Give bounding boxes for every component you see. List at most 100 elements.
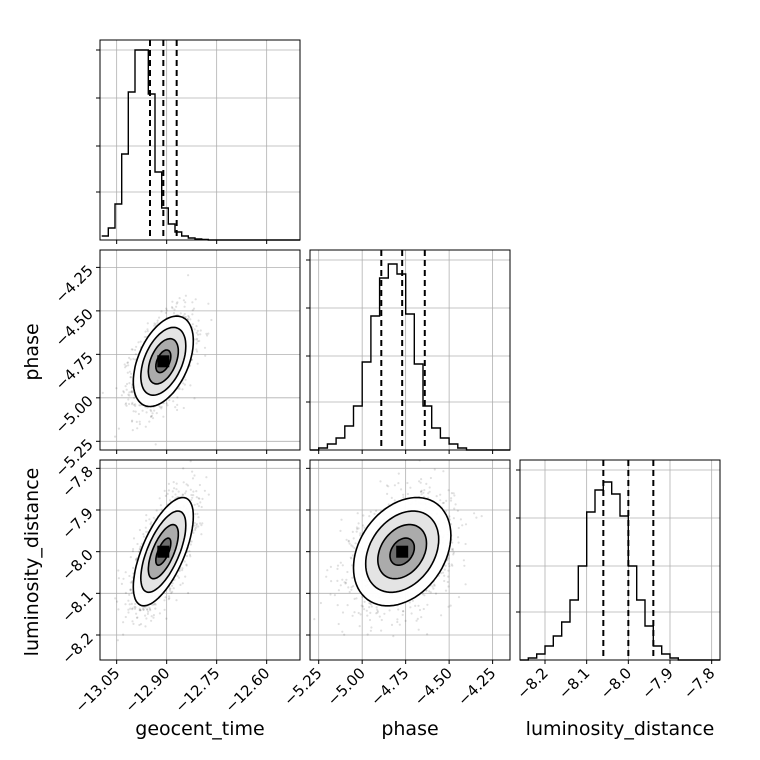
scatter-point [447, 557, 450, 560]
scatter-point [188, 553, 192, 556]
x-tick-label: −4.75 [367, 664, 412, 709]
scatter-point [132, 403, 135, 406]
scatter-point [146, 330, 149, 333]
scatter-point [451, 549, 455, 552]
scatter-point [357, 611, 360, 615]
scatter-point [356, 527, 359, 531]
scatter-point [184, 575, 187, 578]
scatter-point [205, 476, 208, 479]
scatter-point [195, 526, 198, 529]
scatter-point [357, 522, 360, 525]
scatter-point [442, 501, 445, 504]
scatter-point [365, 609, 368, 612]
scatter-point [124, 385, 127, 388]
scatter-point [178, 297, 181, 300]
scatter-point [131, 620, 134, 623]
scatter-point [350, 586, 353, 589]
scatter-point [198, 339, 201, 343]
scatter-point [138, 623, 141, 627]
density-peak [157, 545, 170, 558]
scatter-point [370, 603, 373, 606]
x-tick-label: −13.05 [72, 664, 124, 716]
axes-frame [309, 459, 511, 661]
scatter-point [392, 635, 395, 638]
scatter-point [166, 404, 169, 407]
scatter-point [146, 612, 149, 616]
scatter-point [193, 521, 196, 525]
scatter-point [175, 305, 178, 308]
scatter-point [154, 323, 157, 326]
scatter-point [176, 574, 179, 578]
scatter-point [182, 314, 185, 317]
scatter-point [456, 509, 459, 512]
scatter-point [431, 585, 434, 588]
scatter-point [441, 502, 444, 505]
scatter-point [124, 403, 127, 406]
scatter-point [175, 488, 178, 491]
scatter-point [165, 307, 168, 310]
scatter-point [451, 541, 454, 544]
y-tick-label: −4.25 [52, 261, 97, 306]
scatter-point [168, 399, 171, 402]
scatter-point [184, 301, 187, 304]
histogram-steps [310, 263, 510, 451]
scatter-point [447, 562, 450, 565]
scatter-point [195, 331, 198, 334]
scatter-point [135, 612, 138, 615]
scatter-point [441, 571, 445, 574]
scatter-point [130, 372, 133, 375]
scatter-point [175, 302, 178, 305]
axes-frame [309, 249, 511, 451]
scatter-point [130, 390, 133, 393]
scatter-point [355, 530, 358, 533]
scatter-point [164, 311, 167, 314]
scatter-point [160, 407, 163, 410]
scatter-point [190, 498, 193, 502]
scatter-point [171, 495, 174, 498]
scatter-point [153, 322, 156, 325]
scatter-point [184, 378, 187, 381]
scatter-point [397, 472, 400, 475]
scatter-point [353, 597, 356, 601]
scatter-point [432, 587, 435, 590]
scatter-point [445, 510, 448, 513]
scatter-point [419, 481, 422, 484]
ylabel-phase: phase [21, 323, 43, 380]
scatter-point [459, 518, 462, 521]
scatter-point [129, 588, 132, 591]
scatter-point [387, 485, 390, 488]
scatter-point [447, 605, 450, 608]
scatter-point [195, 490, 198, 493]
axis-labels: geocent_time phase luminosity_distance p… [21, 323, 714, 740]
scatter-point [171, 300, 174, 303]
scatter-point [207, 302, 210, 305]
scatter-point [134, 403, 137, 406]
scatter-point [131, 419, 134, 422]
x-tick-label: −7.9 [638, 664, 676, 702]
scatter-point [162, 415, 165, 418]
scatter-point [148, 420, 151, 423]
scatter-point [169, 587, 172, 590]
scatter-point [348, 542, 351, 545]
scatter-point [183, 305, 186, 308]
scatter-point [135, 616, 139, 619]
scatter-point [129, 376, 133, 379]
scatter-point [134, 404, 137, 408]
scatter-point [480, 515, 483, 518]
scatter-point [196, 333, 200, 336]
scatter-point [358, 625, 361, 628]
scatter-point [360, 604, 363, 607]
scatter-point [130, 389, 133, 392]
scatter-point [144, 425, 147, 428]
scatter-point [131, 348, 134, 351]
scatter-point [193, 328, 196, 331]
scatter-point [184, 492, 187, 495]
scatter-point [449, 499, 453, 502]
scatter-point [133, 605, 136, 609]
scatter-point [191, 496, 194, 499]
scatter-point [163, 608, 166, 611]
scatter-point [416, 617, 419, 621]
scatter-point [356, 512, 359, 515]
x-tick-label: −8.2 [513, 664, 551, 702]
